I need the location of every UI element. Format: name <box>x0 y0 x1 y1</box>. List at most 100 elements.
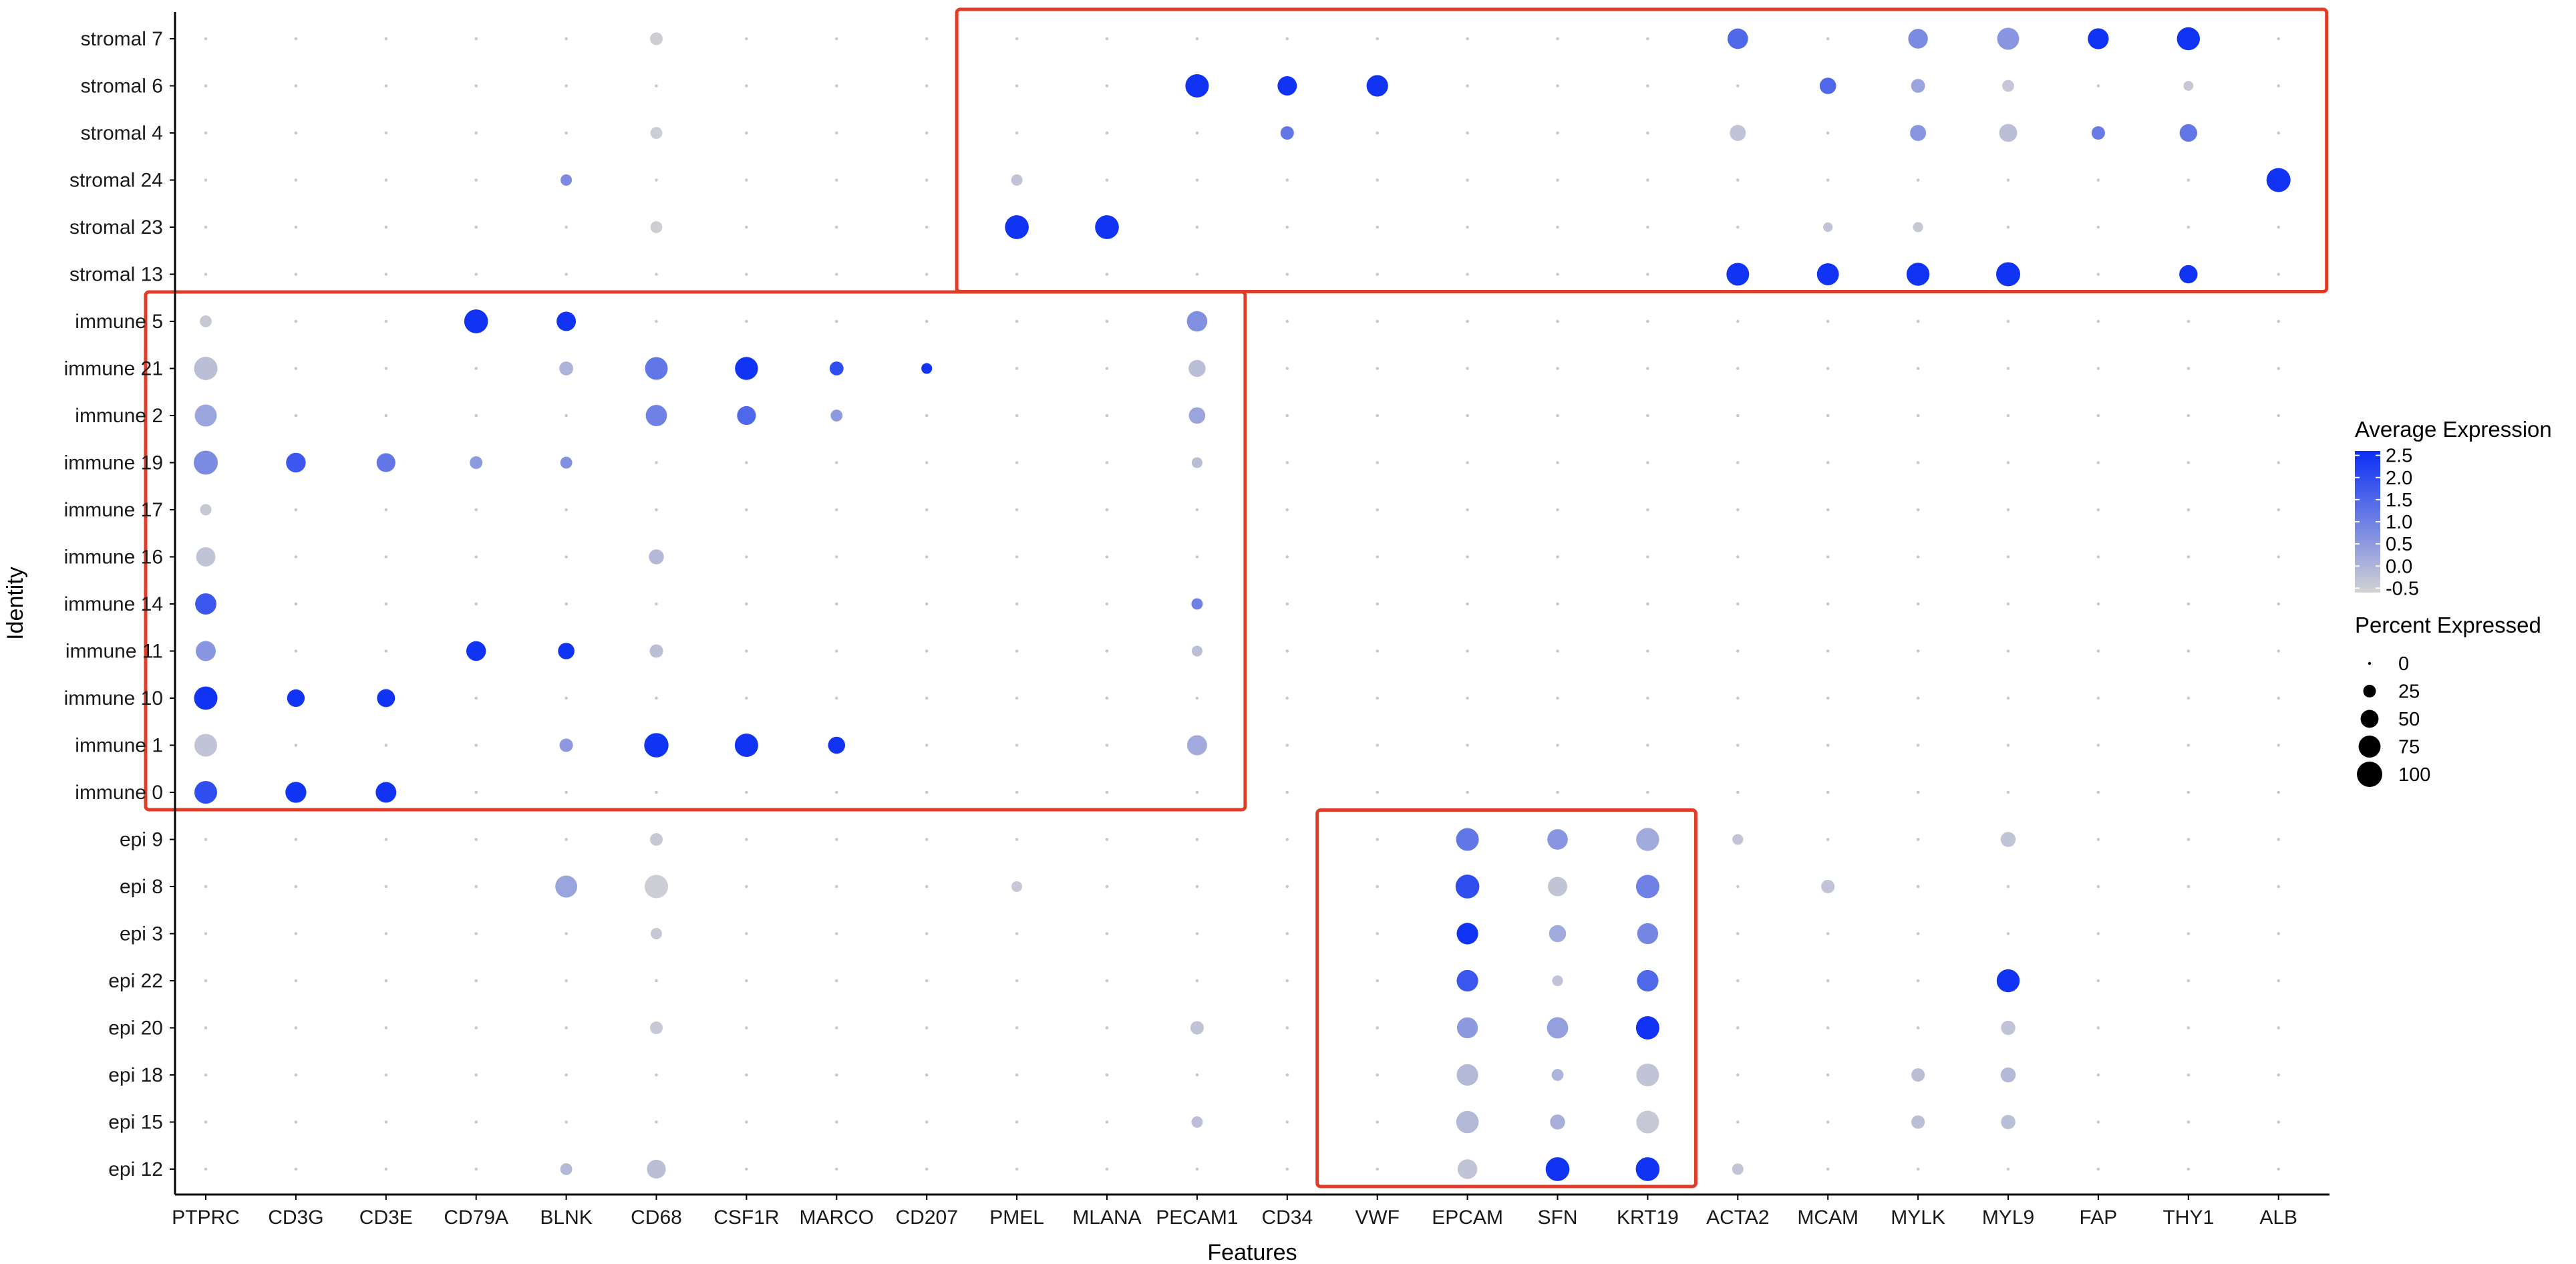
y-tick-label: immune 11 <box>65 641 163 663</box>
expression-dot <box>1376 1167 1379 1171</box>
expression-dot <box>1556 37 1559 41</box>
expression-dot <box>474 508 478 512</box>
expression-dot <box>1105 367 1109 370</box>
expression-dot <box>2179 265 2198 284</box>
expression-dot <box>2277 932 2280 935</box>
y-tick-label: epi 22 <box>108 970 163 992</box>
expression-dot <box>474 696 478 700</box>
expression-dot <box>1736 84 1740 88</box>
expression-dot <box>2277 649 2280 653</box>
expression-dot <box>1916 932 1920 935</box>
expression-dot <box>2187 885 2191 889</box>
expression-dot <box>1916 979 1920 983</box>
expression-dot <box>384 131 388 135</box>
expression-dot <box>1105 508 1109 512</box>
expression-dot <box>925 273 929 276</box>
color-legend-title: Average Expression <box>2355 417 2552 442</box>
expression-dot <box>2096 1167 2100 1171</box>
size-legend-dot <box>2368 661 2372 665</box>
expression-dot <box>560 174 573 186</box>
expression-dot <box>376 453 395 472</box>
expression-dot <box>1195 696 1199 700</box>
size-legend-label: 50 <box>2398 709 2420 730</box>
color-legend-label: 0.5 <box>2386 534 2412 555</box>
expression-dot <box>2179 124 2197 142</box>
expression-dot <box>1736 1120 1740 1124</box>
expression-dot <box>925 225 929 229</box>
expression-dot <box>1736 178 1740 182</box>
expression-dot <box>2187 367 2191 370</box>
x-tick-label: PECAM1 <box>1156 1207 1238 1229</box>
expression-dot <box>655 602 658 606</box>
expression-dot <box>2277 602 2280 606</box>
expression-dot <box>204 225 208 229</box>
expression-dot <box>1556 790 1559 794</box>
expression-dot <box>1826 414 1830 418</box>
color-legend-label: 1.0 <box>2386 512 2412 533</box>
expression-dot <box>925 1026 929 1030</box>
expression-dot <box>294 367 298 370</box>
expression-dot <box>1015 979 1019 983</box>
expression-dot <box>384 273 388 276</box>
expression-dot <box>1556 178 1559 182</box>
expression-dot <box>565 273 568 276</box>
expression-dot <box>655 696 658 700</box>
expression-dot <box>745 1167 748 1171</box>
expression-dot <box>1285 273 1289 276</box>
expression-dot <box>1635 875 1659 899</box>
expression-dot <box>1376 885 1379 889</box>
expression-dot <box>2006 461 2010 464</box>
expression-dot <box>2177 27 2201 51</box>
expression-dot <box>1826 461 1830 464</box>
expression-dot <box>2187 319 2191 323</box>
expression-dot <box>2277 414 2280 418</box>
expression-dot <box>1646 37 1649 41</box>
expression-dot <box>1556 508 1559 512</box>
expression-dot <box>2277 37 2280 41</box>
expression-dot <box>1646 744 1649 747</box>
expression-dot <box>2187 555 2191 559</box>
expression-dot <box>1015 1120 1019 1124</box>
expression-dot <box>737 406 756 426</box>
expression-dot <box>2187 1167 2191 1171</box>
expression-dot <box>384 555 388 559</box>
expression-dot <box>835 273 838 276</box>
expression-dot <box>384 225 388 229</box>
expression-dot <box>1547 829 1568 850</box>
expression-dot <box>2006 1167 2010 1171</box>
expression-dot <box>1556 555 1559 559</box>
expression-dot <box>1646 319 1649 323</box>
expression-dot <box>204 979 208 983</box>
x-tick-label: ACTA2 <box>1706 1207 1769 1229</box>
expression-dot <box>745 131 748 135</box>
expression-dot <box>1732 1163 1744 1175</box>
expression-dot <box>1285 225 1289 229</box>
expression-dot <box>1816 263 1839 285</box>
expression-dot <box>1195 508 1199 512</box>
expression-dot <box>1466 273 1469 276</box>
expression-dot <box>193 450 218 475</box>
expression-dot <box>1826 555 1830 559</box>
expression-dot <box>1191 645 1202 657</box>
expression-dot <box>1015 319 1019 323</box>
expression-dot <box>1280 126 1294 140</box>
y-tick-label: epi 15 <box>108 1112 163 1134</box>
expression-dot <box>1913 222 1923 232</box>
expression-dot <box>294 555 298 559</box>
expression-dot <box>2187 414 2191 418</box>
expression-dot <box>2277 1026 2280 1030</box>
expression-dot <box>1285 508 1289 512</box>
expression-dot <box>1376 649 1379 653</box>
expression-dot <box>1466 555 1469 559</box>
expression-dot <box>565 602 568 606</box>
x-tick-label: EPCAM <box>1432 1207 1503 1229</box>
y-tick-label: immune 19 <box>64 452 163 474</box>
x-tick-label: CD34 <box>1261 1207 1313 1229</box>
expression-dot <box>1736 367 1740 370</box>
expression-dot <box>925 932 929 935</box>
expression-dot <box>1376 1073 1379 1077</box>
expression-dot <box>1826 1073 1830 1077</box>
expression-dot <box>1105 602 1109 606</box>
expression-dot <box>1826 1167 1830 1171</box>
expression-dot <box>196 547 216 567</box>
